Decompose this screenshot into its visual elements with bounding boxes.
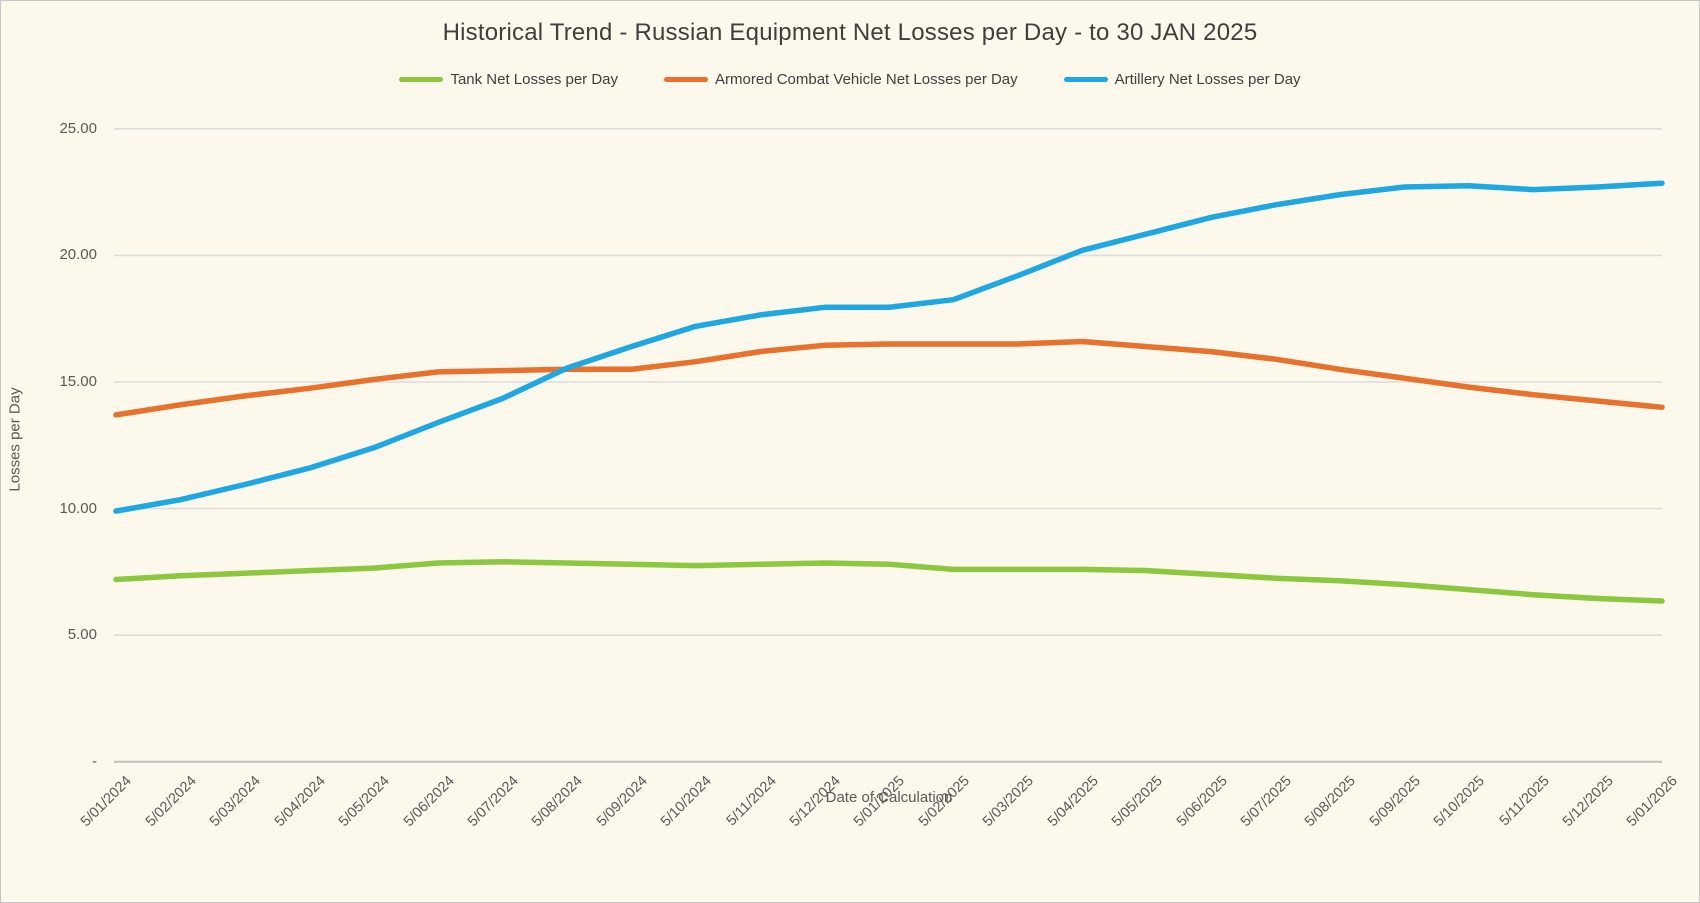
artillery-line	[113, 180, 1665, 514]
legend-item-tank[interactable]: Tank Net Losses per Day	[399, 71, 618, 88]
acv-line-swatch-icon	[664, 77, 709, 82]
tank-line	[113, 559, 1665, 604]
y-tick-label: 5.00	[67, 626, 97, 644]
y-tick-label: -	[92, 752, 97, 770]
y-tick-label: 20.00	[59, 246, 97, 264]
legend: Tank Net Losses per Day Armored Combat V…	[1, 71, 1699, 88]
legend-item-acv[interactable]: Armored Combat Vehicle Net Losses per Da…	[664, 71, 1018, 88]
artillery-line-swatch-icon	[1063, 77, 1108, 82]
y-tick-label: 10.00	[59, 499, 97, 517]
x-axis-title: Date of Calculation	[825, 789, 953, 806]
gridlines	[114, 128, 1662, 763]
acv-line	[113, 338, 1665, 418]
chart-title: Historical Trend - Russian Equipment Net…	[442, 19, 1258, 46]
tank-line-swatch-icon	[399, 77, 444, 82]
legend-label: Armored Combat Vehicle Net Losses per Da…	[715, 71, 1018, 88]
legend-item-artillery[interactable]: Artillery Net Losses per Day	[1063, 71, 1301, 88]
legend-label: Artillery Net Losses per Day	[1114, 71, 1301, 88]
legend-label: Tank Net Losses per Day	[450, 71, 619, 88]
y-tick-label: 25.00	[59, 119, 97, 137]
y-axis-title: Losses per Day	[6, 387, 24, 492]
data-series	[113, 180, 1665, 604]
y-tick-label: 15.00	[59, 373, 97, 390]
